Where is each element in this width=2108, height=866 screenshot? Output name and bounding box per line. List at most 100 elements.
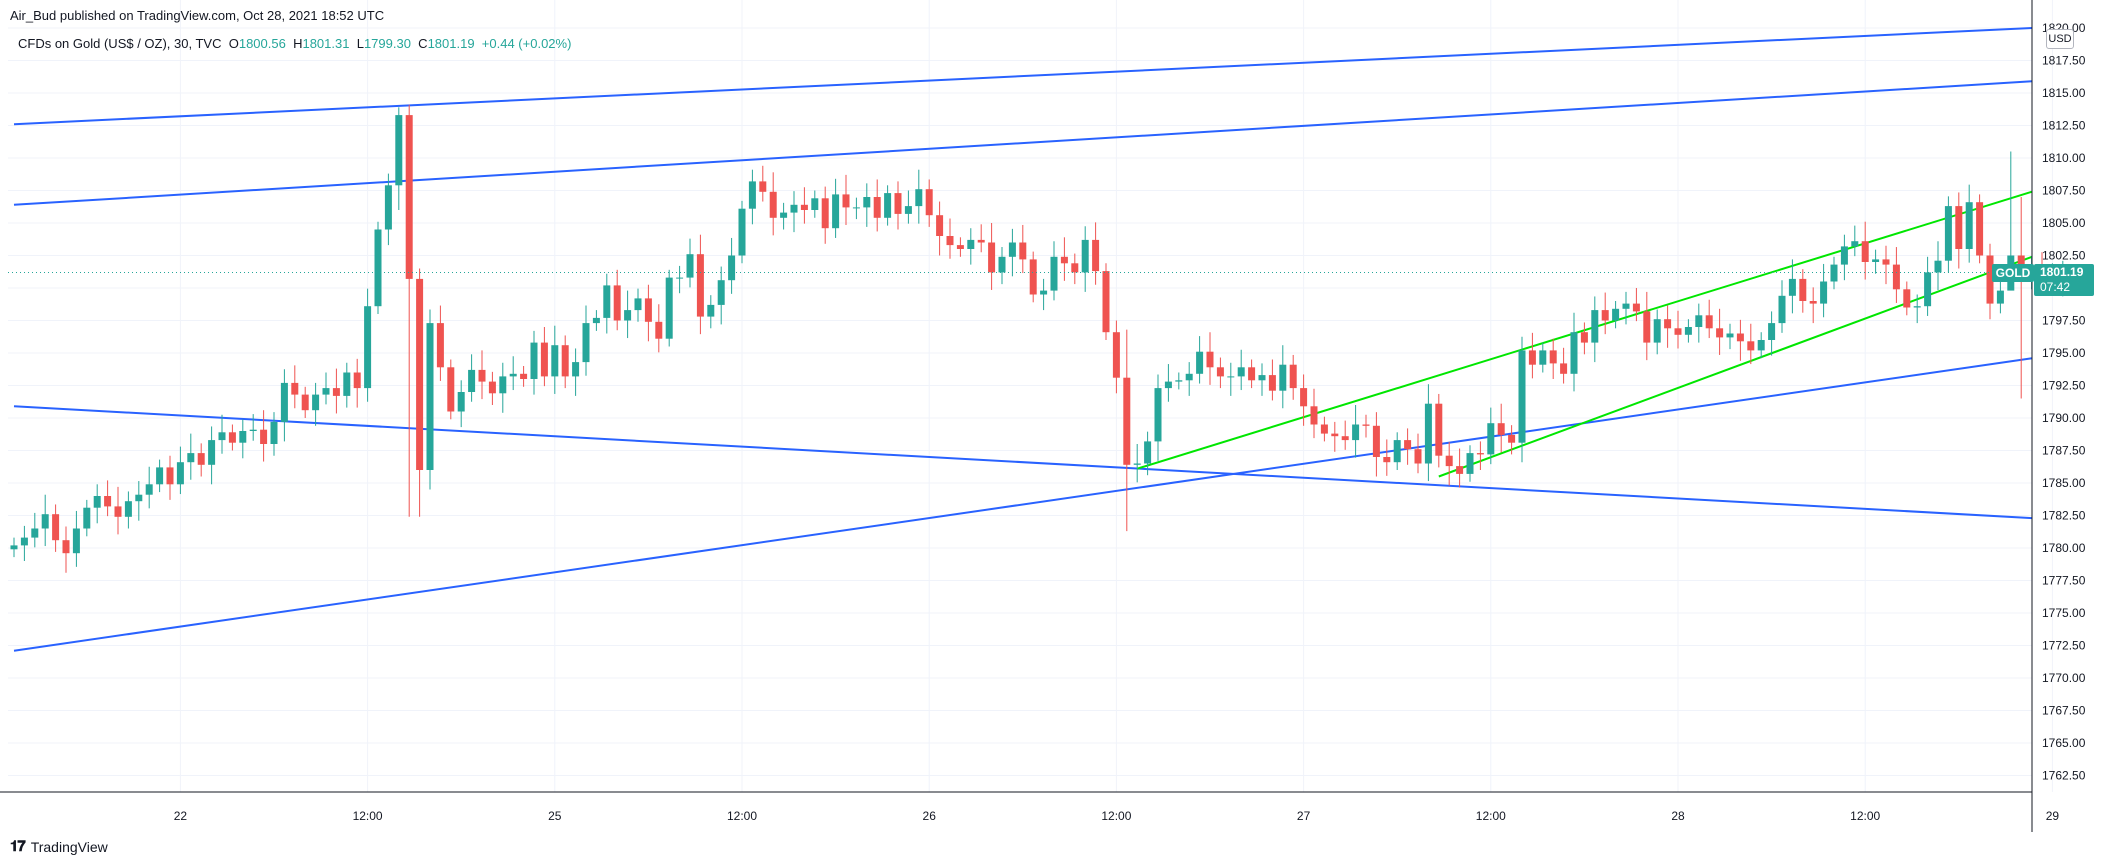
candle-body — [1549, 350, 1557, 364]
candle-body — [1612, 308, 1620, 321]
candle-body — [301, 394, 309, 411]
candle-body — [270, 421, 278, 444]
candle-body — [884, 193, 892, 218]
candle-body — [1279, 364, 1287, 391]
candle-body — [93, 496, 101, 508]
time-tick-label: 27 — [1297, 809, 1311, 823]
price-tick-label: 1762.50 — [2042, 769, 2086, 783]
candle-body — [436, 323, 444, 368]
candle-body — [780, 212, 788, 218]
candle-body — [748, 181, 756, 209]
trendline-blue[interactable] — [13, 405, 2033, 520]
candle-body — [1539, 350, 1547, 365]
candle-body — [447, 367, 455, 412]
candle-body — [613, 285, 621, 321]
price-tick-label: 1770.00 — [2042, 671, 2086, 685]
candle-body — [644, 298, 652, 322]
candle-body — [1352, 424, 1360, 441]
candle-body — [457, 392, 465, 412]
candle-body — [1445, 455, 1453, 467]
price-tick-label: 1802.50 — [2042, 249, 2086, 263]
trendlines — [13, 27, 2033, 652]
candle-body — [988, 242, 996, 273]
candle-body — [1976, 202, 1984, 256]
candle-body — [842, 194, 850, 208]
time-axis[interactable]: 2212:002512:002612:002712:002812:002912:… — [0, 791, 2108, 823]
trendline-blue[interactable] — [13, 357, 2033, 652]
candle-body — [863, 197, 871, 208]
candle-body — [1331, 433, 1339, 437]
price-tick-label: 1785.00 — [2042, 476, 2086, 490]
price-tick-label: 1810.00 — [2042, 151, 2086, 165]
trendline-blue[interactable] — [13, 80, 2033, 206]
candle-body — [1414, 449, 1422, 464]
high-value: 1801.31 — [302, 36, 350, 51]
trendline-blue[interactable] — [13, 27, 2033, 126]
candle-body — [1872, 259, 1880, 262]
candle-body — [405, 115, 413, 279]
candle-body — [1487, 423, 1495, 455]
candle-body — [1788, 278, 1796, 296]
candle-body — [1716, 328, 1724, 338]
candle-body — [676, 277, 684, 279]
price-tick-label: 1782.50 — [2042, 509, 2086, 523]
candle-body — [1206, 351, 1214, 368]
candle-body — [1622, 303, 1630, 309]
price-axis[interactable]: 1762.50 1765.00 1767.50 1770.00 1772.50 1775.… — [2031, 0, 2086, 832]
candle-body — [1237, 367, 1245, 377]
trendline-green[interactable] — [1438, 255, 2033, 478]
candle-body — [468, 369, 476, 392]
price-tick-label: 1805.00 — [2042, 216, 2086, 230]
candle-body — [592, 317, 600, 324]
bar-countdown: 07:42 — [2040, 279, 2071, 294]
time-tick-label: 29 — [2046, 809, 2060, 823]
currency-badge[interactable]: USD — [2046, 29, 2074, 49]
candle-body — [1112, 332, 1120, 378]
candle-body — [426, 323, 434, 470]
candle-body — [1404, 440, 1412, 450]
candle-body — [1008, 242, 1016, 257]
last-price-tag: 1801.19 07:42 — [2034, 263, 2094, 296]
candle-body — [1986, 255, 1994, 304]
candle-body — [1736, 333, 1744, 342]
candle-body — [197, 453, 205, 465]
candle-body — [769, 191, 777, 218]
candle-body — [1050, 256, 1058, 291]
candle-body — [208, 440, 216, 465]
price-tick-label: 1780.00 — [2042, 541, 2086, 555]
candle-body — [312, 394, 320, 411]
candle-body — [280, 382, 288, 422]
candle-body — [852, 207, 860, 209]
candle-body — [260, 429, 268, 444]
candle-body — [1133, 463, 1141, 465]
candle-body — [1341, 436, 1349, 441]
candle-body — [790, 204, 798, 213]
candle-body — [1799, 278, 1807, 301]
candle-body — [1840, 246, 1848, 265]
close-value: 1801.19 — [427, 36, 475, 51]
candle-body — [384, 185, 392, 230]
candle-body — [1560, 363, 1568, 374]
candle-body — [10, 545, 18, 550]
brand-name: TradingView — [30, 838, 108, 855]
footer-brand[interactable]: 𝟏𝟕 TradingView — [10, 838, 108, 855]
time-tick-label: 26 — [923, 809, 937, 823]
candle-body — [759, 181, 767, 192]
candle-body — [1019, 242, 1027, 260]
candle-body — [904, 206, 912, 214]
candle-body — [353, 372, 361, 389]
candle-body — [1081, 239, 1089, 273]
time-tick-label: 12:00 — [353, 809, 383, 823]
candle-body — [1227, 376, 1235, 378]
candle-body — [800, 204, 808, 210]
candle-body — [665, 277, 673, 339]
last-price-value: 1801.19 — [2040, 264, 2084, 279]
candle-body — [1154, 388, 1162, 442]
candle-body — [1393, 440, 1401, 463]
candle-body — [1383, 457, 1391, 463]
candle-body — [1903, 289, 1911, 308]
price-tick-label: 1797.50 — [2042, 314, 2086, 328]
candle-body — [1820, 281, 1828, 304]
candle-body — [239, 431, 247, 443]
